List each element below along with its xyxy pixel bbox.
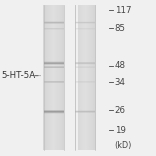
Bar bbox=[56, 5, 57, 150]
Bar bbox=[92, 5, 93, 150]
Bar bbox=[54, 5, 55, 150]
Bar bbox=[58, 5, 59, 150]
Bar bbox=[44, 112, 64, 113]
Bar bbox=[49, 5, 50, 150]
Text: 19: 19 bbox=[115, 126, 126, 135]
Bar bbox=[48, 5, 49, 150]
Bar bbox=[75, 21, 95, 22]
Bar bbox=[81, 5, 82, 150]
Bar bbox=[46, 5, 47, 150]
Bar bbox=[75, 110, 95, 111]
Text: 117: 117 bbox=[115, 6, 131, 15]
Text: 5-HT-5A: 5-HT-5A bbox=[2, 71, 36, 80]
Bar bbox=[75, 5, 76, 150]
Bar bbox=[58, 5, 59, 150]
Text: 34: 34 bbox=[115, 78, 126, 87]
Bar bbox=[60, 5, 61, 150]
Bar bbox=[75, 67, 95, 68]
Bar bbox=[75, 22, 95, 23]
Bar bbox=[44, 62, 64, 63]
Bar bbox=[88, 5, 89, 150]
Text: (kD): (kD) bbox=[115, 141, 132, 150]
Bar bbox=[43, 5, 44, 150]
Bar bbox=[47, 5, 48, 150]
Bar bbox=[80, 5, 81, 150]
Bar bbox=[75, 23, 95, 24]
Bar bbox=[79, 5, 80, 150]
Bar bbox=[93, 5, 94, 150]
Bar bbox=[75, 81, 95, 82]
Bar bbox=[83, 5, 84, 150]
Bar bbox=[76, 5, 77, 150]
Bar bbox=[44, 23, 64, 24]
Bar bbox=[44, 63, 64, 64]
Bar bbox=[86, 5, 87, 150]
Bar bbox=[81, 5, 82, 150]
Bar bbox=[82, 5, 83, 150]
Bar bbox=[89, 5, 90, 150]
Text: 26: 26 bbox=[115, 106, 126, 115]
Bar bbox=[55, 5, 56, 150]
Bar bbox=[57, 5, 58, 150]
Bar bbox=[75, 64, 95, 65]
Bar bbox=[50, 5, 51, 150]
Bar bbox=[44, 61, 64, 62]
Text: 48: 48 bbox=[115, 61, 126, 70]
Bar bbox=[44, 21, 64, 22]
Bar bbox=[75, 111, 95, 112]
Bar bbox=[59, 5, 60, 150]
Bar bbox=[63, 5, 64, 150]
Bar bbox=[75, 62, 95, 63]
Bar bbox=[77, 5, 78, 150]
Bar bbox=[44, 67, 64, 68]
Bar bbox=[91, 5, 92, 150]
Bar bbox=[44, 5, 45, 150]
Bar bbox=[83, 5, 84, 150]
Bar bbox=[62, 5, 63, 150]
Bar bbox=[44, 28, 64, 29]
Bar bbox=[87, 5, 88, 150]
Bar bbox=[44, 111, 64, 112]
Bar bbox=[52, 5, 53, 150]
Bar bbox=[44, 66, 64, 67]
Bar bbox=[94, 5, 95, 150]
Bar bbox=[84, 5, 85, 150]
Bar bbox=[46, 5, 47, 150]
Bar bbox=[75, 82, 95, 83]
Bar bbox=[76, 5, 78, 150]
Bar bbox=[51, 5, 52, 150]
Bar bbox=[56, 5, 57, 150]
Bar bbox=[75, 66, 95, 67]
Bar bbox=[44, 22, 64, 23]
Bar bbox=[57, 5, 58, 150]
Bar bbox=[94, 5, 95, 150]
Bar bbox=[75, 63, 95, 64]
Bar bbox=[90, 5, 91, 150]
Bar bbox=[45, 5, 46, 150]
Bar bbox=[44, 29, 64, 30]
Text: 85: 85 bbox=[115, 24, 126, 33]
Bar bbox=[44, 5, 45, 150]
Bar bbox=[85, 5, 86, 150]
Bar bbox=[92, 5, 93, 150]
Bar bbox=[53, 5, 54, 150]
Bar bbox=[78, 5, 79, 150]
Bar bbox=[44, 113, 64, 114]
Bar bbox=[53, 5, 54, 150]
Bar bbox=[44, 64, 64, 65]
Bar bbox=[85, 5, 86, 150]
Bar bbox=[44, 81, 64, 82]
Bar bbox=[61, 5, 62, 150]
Bar bbox=[55, 5, 56, 150]
Bar bbox=[95, 5, 96, 150]
Bar bbox=[44, 82, 64, 83]
Bar bbox=[82, 5, 83, 150]
Bar bbox=[75, 112, 95, 113]
